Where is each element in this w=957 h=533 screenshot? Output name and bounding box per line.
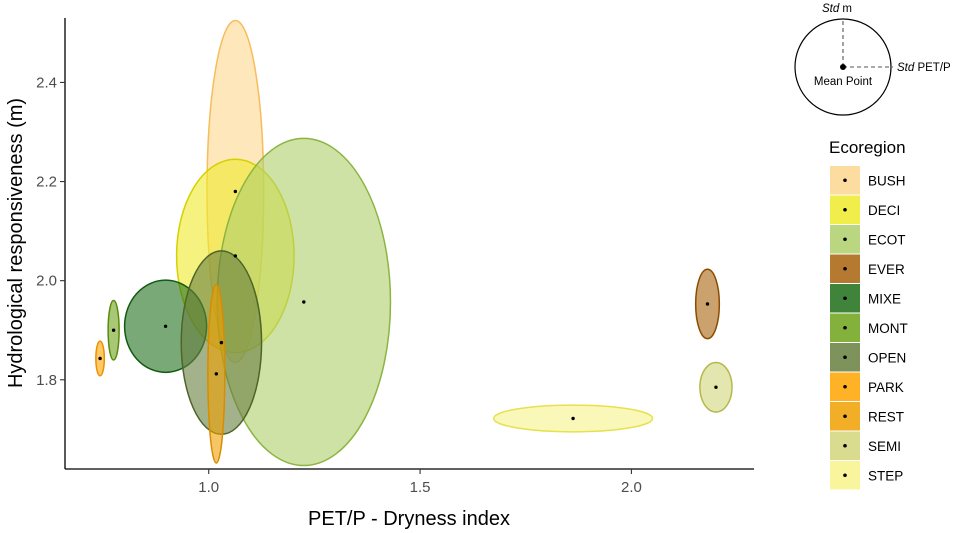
legend-label-step: STEP — [868, 468, 903, 483]
legend-dot-semi — [843, 443, 847, 448]
legend-label-bush: BUSH — [868, 173, 906, 188]
legend-dot-open — [843, 355, 847, 360]
key-std-x-label: Std PET/P — [897, 62, 951, 74]
y-tick-label: 1.8 — [36, 372, 57, 389]
legend-items: BUSH DECI ECOT EVER MIXE MONT OPEN PARK REST SEMI… — [830, 166, 908, 490]
legend-label-deci: DECI — [868, 203, 900, 218]
mean-point-deci — [233, 254, 238, 258]
mean-point-park — [98, 356, 102, 361]
mean-point-mixe — [163, 324, 168, 328]
legend-dot-step — [843, 473, 847, 478]
legend-label-park: PARK — [868, 380, 904, 395]
legend-label-open: OPEN — [868, 350, 906, 365]
x-tick-label: 1.5 — [410, 479, 431, 496]
ellipse-layer — [95, 19, 733, 467]
legend-dot-deci — [843, 207, 847, 212]
x-tick-label: 1.0 — [198, 479, 219, 496]
legend-label-ever: EVER — [868, 262, 905, 277]
legend-dot-mont — [843, 325, 847, 330]
legend-dot-park — [843, 384, 847, 389]
x-tick-label: 2.0 — [621, 479, 642, 496]
legend-dot-mixe — [843, 296, 847, 301]
mean-point-rest — [214, 372, 219, 376]
y-tick-label: 2.4 — [36, 74, 57, 91]
legend-dot-rest — [843, 414, 847, 419]
legend: Ecoregion BUSH DECI ECOT EVER MIXE MONT OPEN PA… — [829, 138, 908, 490]
mean-point-mont — [111, 328, 116, 332]
x-axis-title: PET/P - Dryness index — [308, 508, 510, 530]
key-mean-dot — [840, 64, 846, 70]
mean-point-step — [571, 416, 575, 421]
y-tick-label: 2.2 — [36, 174, 57, 191]
legend-title: Ecoregion — [829, 138, 906, 157]
legend-label-rest: REST — [868, 409, 904, 424]
legend-label-semi: SEMI — [868, 439, 901, 454]
legend-dot-bush — [843, 178, 847, 183]
mean-point-ecot — [302, 300, 306, 304]
legend-dot-ecot — [843, 237, 847, 242]
mean-point-semi — [714, 385, 718, 389]
y-tick-label: 2.0 — [36, 273, 57, 290]
legend-dot-ever — [843, 266, 847, 271]
key-std-m-label: Std m — [822, 3, 852, 15]
legend-label-mixe: MIXE — [868, 291, 901, 306]
mean-point-ever — [705, 302, 710, 306]
y-ticks: 1.8 2.0 2.2 2.4 — [36, 74, 65, 389]
mean-point-open — [219, 340, 224, 345]
ellipse-key: Std m Std PET/P Mean Point — [794, 3, 951, 116]
mean-point-layer — [98, 189, 718, 421]
legend-label-ecot: ECOT — [868, 232, 906, 247]
y-axis-title: Hydrological responsiveness (m) — [5, 98, 27, 388]
key-mean-label: Mean Point — [814, 76, 873, 88]
mean-point-bush — [233, 189, 238, 194]
x-ticks: 1.0 1.5 2.0 — [198, 469, 642, 496]
legend-label-mont: MONT — [868, 321, 908, 336]
